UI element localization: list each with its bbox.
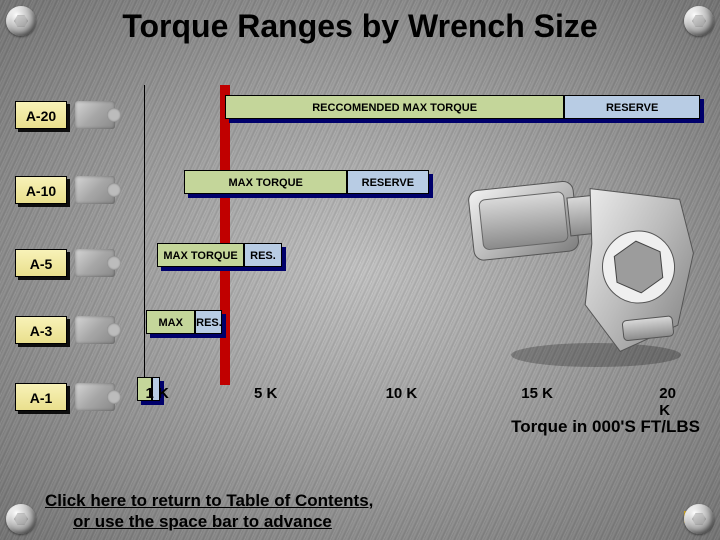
x-axis: 1 K5 K10 K15 K20 K [130,385,700,405]
bolt-icon [684,6,714,36]
bolt-icon [6,504,36,534]
wrench-thumb-icon [75,316,115,344]
x-tick-label: 20 K [659,385,686,419]
max-torque-segment: MAX TORQUE [184,170,347,194]
max-torque-segment: RECCOMENDED MAX TORQUE [225,95,564,119]
bolt-icon [6,6,36,36]
toc-link[interactable]: Click here to return to Table of Content… [45,490,373,533]
wrench-thumb-icon [75,101,115,129]
reserve-segment: RES. [244,243,282,267]
chart-row: A-10MAX TORQUERESERVE [130,170,700,212]
max-torque-segment: MAX TORQUE [157,243,244,267]
wrench-thumb-icon [75,249,115,277]
x-tick-label: 10 K [386,385,418,402]
wrench-size-label: A-20 [15,101,67,129]
reserve-segment: RESERVE [564,95,700,119]
max-torque-segment: MAX [146,310,195,334]
wrench-thumb-icon [75,383,115,411]
cta-line-1: Click here to return to Table of Content… [45,491,373,510]
reserve-segment: RESERVE [347,170,428,194]
x-tick-label: 1 K [145,385,168,402]
x-axis-caption: Torque in 000'S FT/LBS [511,417,700,437]
wrench-size-label: A-3 [15,316,67,344]
chart-row: A-3MAXRES. [130,310,700,352]
x-tick-label: 5 K [254,385,277,402]
chart-row: A-20RECCOMENDED MAX TORQUERESERVE [130,95,700,137]
wrench-size-label: A-10 [15,176,67,204]
cta-line-2: or use the space bar to advance [73,512,332,531]
bolt-icon [684,504,714,534]
page-title: Torque Ranges by Wrench Size [0,8,720,45]
wrench-size-label: A-1 [15,383,67,411]
torque-chart: A-20RECCOMENDED MAX TORQUERESERVE A-10MAX… [130,85,700,445]
wrench-thumb-icon [75,176,115,204]
chart-row: A-5MAX TORQUERES. [130,243,700,285]
reserve-segment: RES. [195,310,222,334]
wrench-size-label: A-5 [15,249,67,277]
x-tick-label: 15 K [521,385,553,402]
